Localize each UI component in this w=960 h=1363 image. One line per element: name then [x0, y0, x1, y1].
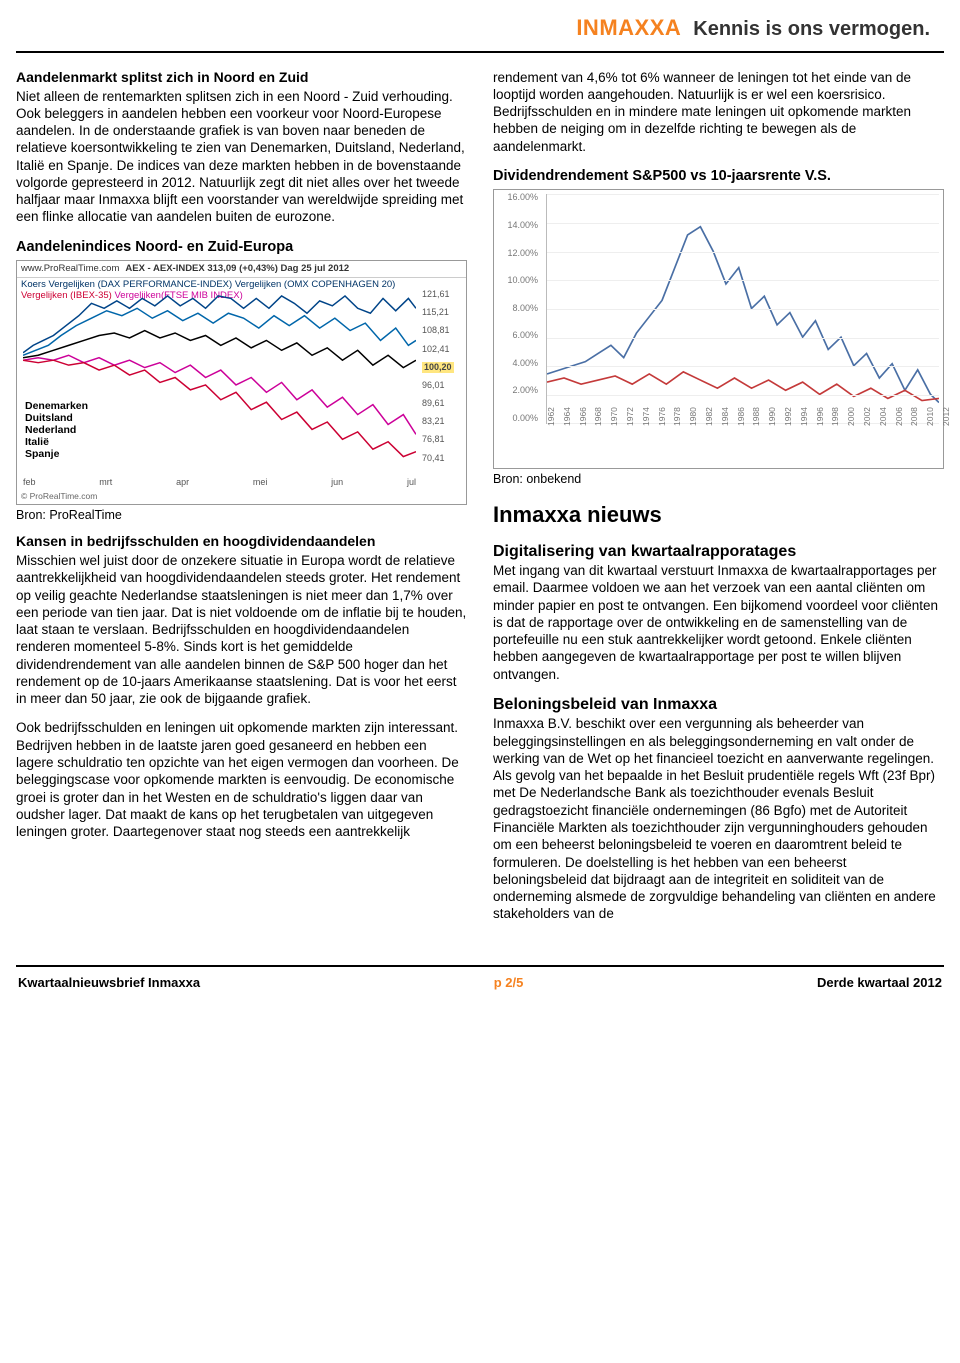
body-kansen: Misschien wel juist door de onzekere sit…	[16, 552, 467, 707]
news1-body: Met ingang van dit kwartaal verstuurt In…	[493, 562, 944, 683]
legend-dax: Koers Vergelijken (DAX PERFORMANCE-INDEX…	[21, 279, 232, 290]
brand-tagline: Kennis is ons vermogen.	[693, 17, 930, 43]
body-bedrijfsschulden: Ook bedrijfsschulden en leningen uit opk…	[16, 719, 467, 840]
news-heading: Inmaxxa nieuws	[493, 501, 944, 529]
chart1-footer: © ProRealTime.com	[21, 491, 97, 502]
body-rendement-intro: rendement van 4,6% tot 6% wanneer de len…	[493, 69, 944, 155]
footer-right: Derde kwartaal 2012	[817, 975, 942, 992]
chart2-yaxis: 16.00%14.00%12.00%10.00%8.00%6.00%4.00%2…	[496, 190, 542, 424]
chart-dividend-vs-rate: 16.00%14.00%12.00%10.00%8.00%6.00%4.00%2…	[493, 189, 944, 469]
section-title-kansen: Kansen in bedrijfsschulden en hoogdivide…	[16, 533, 467, 551]
page-body: Aandelenmarkt splitst zich in Noord en Z…	[0, 69, 960, 965]
page-header: INMAXXA Kennis is ons vermogen.	[0, 0, 960, 51]
news2-body: Inmaxxa B.V. beschikt over een vergunnin…	[493, 715, 944, 922]
news1-title: Digitalisering van kwartaalrapporatages	[493, 542, 944, 562]
section-title-aandelenmarkt: Aandelenmarkt splitst zich in Noord en Z…	[16, 69, 467, 87]
chart1-instrument: AEX - AEX-INDEX 313,09 (+0,43%) Dag 25 j…	[125, 263, 349, 275]
chart2-xaxis: 1962196419661968197019721974197619781980…	[546, 426, 941, 466]
legend-omx: Vergelijken (OMX COPENHAGEN 20)	[235, 279, 396, 290]
chart1-source: Bron: ProRealTime	[16, 507, 467, 523]
chart2-source: Bron: onbekend	[493, 471, 944, 487]
chart2-plot	[546, 194, 939, 424]
body-aandelenmarkt: Niet alleen de rentemarkten splitsen zic…	[16, 88, 467, 226]
chart1-header: www.ProRealTime.com AEX - AEX-INDEX 313,…	[17, 261, 466, 278]
footer-left: Kwartaalnieuwsbrief Inmaxxa	[18, 975, 200, 992]
brand-logo: INMAXXA	[576, 14, 681, 42]
chart1-country-labels: DenemarkenDuitslandNederlandItaliëSpanje	[25, 400, 88, 460]
right-column: rendement van 4,6% tot 6% wanneer de len…	[493, 69, 944, 935]
chart1-site: www.ProRealTime.com	[21, 263, 119, 275]
chart1-xaxis: febmrtaprmeijunjul	[23, 477, 416, 489]
news2-title: Beloningsbeleid van Inmaxxa	[493, 695, 944, 715]
chart2-title: Dividendrendement S&P500 vs 10-jaarsrent…	[493, 167, 944, 186]
header-rule	[16, 51, 944, 53]
chart-indices-europe: www.ProRealTime.com AEX - AEX-INDEX 313,…	[16, 260, 467, 505]
chart1-title: Aandelenindices Noord- en Zuid-Europa	[16, 238, 467, 257]
page-footer: Kwartaalnieuwsbrief Inmaxxa p 2/5 Derde …	[16, 965, 944, 992]
footer-page: p 2/5	[494, 975, 524, 992]
left-column: Aandelenmarkt splitst zich in Noord en Z…	[16, 69, 467, 935]
chart1-yaxis: 121,61115,21108,81102,41100,2096,0189,61…	[422, 289, 464, 464]
